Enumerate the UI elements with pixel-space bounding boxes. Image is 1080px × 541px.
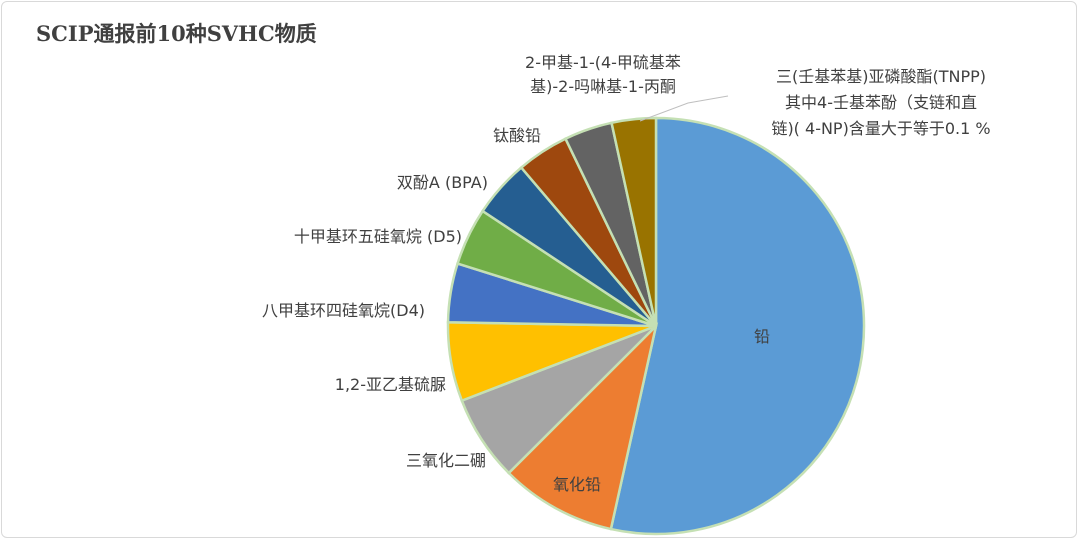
slice-label-9: 2-甲基-1-(4-甲硫基苯基)-2-吗啉基-1-丙酮 bbox=[525, 53, 681, 96]
pie-slice-10 bbox=[610, 116, 658, 327]
slice-label-6: 十甲基环五硅氧烷 (D5) bbox=[294, 227, 462, 246]
slice-label-7: 双酚A (BPA) bbox=[397, 173, 488, 192]
slice-label-5: 八甲基环四硅氧烷(D4) bbox=[262, 301, 425, 320]
slice-label-3: 三氧化二硼 bbox=[406, 451, 486, 470]
slice-label-4: 1,2-亚乙基硫脲 bbox=[335, 375, 446, 394]
leader-line bbox=[639, 95, 729, 122]
slice-label-1: 铅 bbox=[754, 327, 770, 346]
pie-slice-1 bbox=[609, 116, 866, 536]
pie-slice-2 bbox=[507, 322, 659, 531]
slice-label-2: 氧化铅 bbox=[553, 475, 601, 494]
slice-label-8: 钛酸铅 bbox=[493, 126, 541, 145]
slice-label-10: 三(壬基苯基)亚磷酸酯(TNPP)其中4-壬基苯酚（支链和直链)( 4-NP)含… bbox=[771, 67, 990, 138]
chart-title: SCIP通报前10种SVHC物质 bbox=[36, 21, 317, 46]
